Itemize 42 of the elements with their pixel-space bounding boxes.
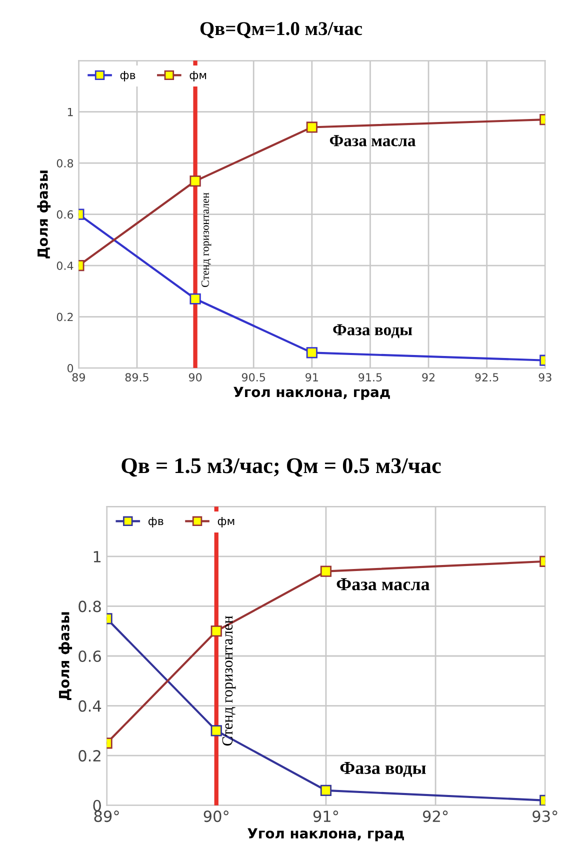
x-axis-title: Угол наклона, град (248, 828, 404, 842)
x-tick-label: 91.5 (358, 373, 382, 382)
y-axis-title: Доля фазы (37, 170, 51, 258)
x-tick-label: 89 (72, 373, 85, 382)
ref-line-label: Стенд горизонтален (222, 616, 236, 746)
legend-label: фв (148, 516, 164, 528)
ref-line-label: Стенд горизонтален (201, 192, 212, 288)
y-tick-label: 0 (93, 800, 101, 812)
chart-title: Qв=Qм=1.0 м3/час (200, 22, 362, 38)
y-tick-label: 0.4 (56, 262, 74, 270)
x-tick-label: 91° (313, 810, 338, 822)
y-tick-label: 0.4 (78, 700, 102, 712)
y-tick-label: 0.2 (78, 750, 100, 762)
y-tick-label: 0.6 (78, 650, 101, 662)
legend-label: фм (218, 516, 234, 528)
y-tick-label: 1 (68, 108, 73, 116)
y-tick-label: 0.8 (56, 159, 74, 168)
x-tick-label: 90.5 (242, 373, 265, 382)
y-axis-title: Доля фазы (58, 612, 72, 700)
x-tick-label: 90 (188, 373, 202, 382)
y-tick-label: 1 (94, 551, 101, 562)
x-tick-label: 90° (204, 810, 228, 822)
annotation: Фаза воды (333, 324, 412, 338)
x-tick-label: 93° (532, 810, 558, 822)
x-tick-label: 92 (422, 373, 434, 382)
annotation: Фаза масла (336, 578, 430, 590)
x-tick-label: 89° (94, 810, 119, 822)
x-tick-label: 93 (538, 373, 552, 382)
annotation: Фаза воды (340, 762, 426, 778)
x-axis-title: Угол наклона, град (234, 386, 390, 400)
x-tick-label: 89.5 (125, 373, 148, 382)
y-tick-label: 0.8 (78, 600, 101, 612)
x-tick-label: 92° (422, 810, 448, 822)
y-tick-label: 0.6 (56, 210, 74, 219)
x-tick-label: 91 (306, 373, 318, 382)
chart-title: Qв = 1.5 м3/час; Qм = 0.5 м3/час (122, 458, 441, 477)
legend-label: фм (190, 70, 206, 82)
x-tick-label: 92.5 (475, 373, 498, 382)
annotation: Фаза масла (330, 135, 416, 146)
y-tick-label: 0 (67, 364, 74, 372)
legend-label: фв (120, 70, 136, 82)
y-tick-label: 0.2 (56, 312, 73, 322)
